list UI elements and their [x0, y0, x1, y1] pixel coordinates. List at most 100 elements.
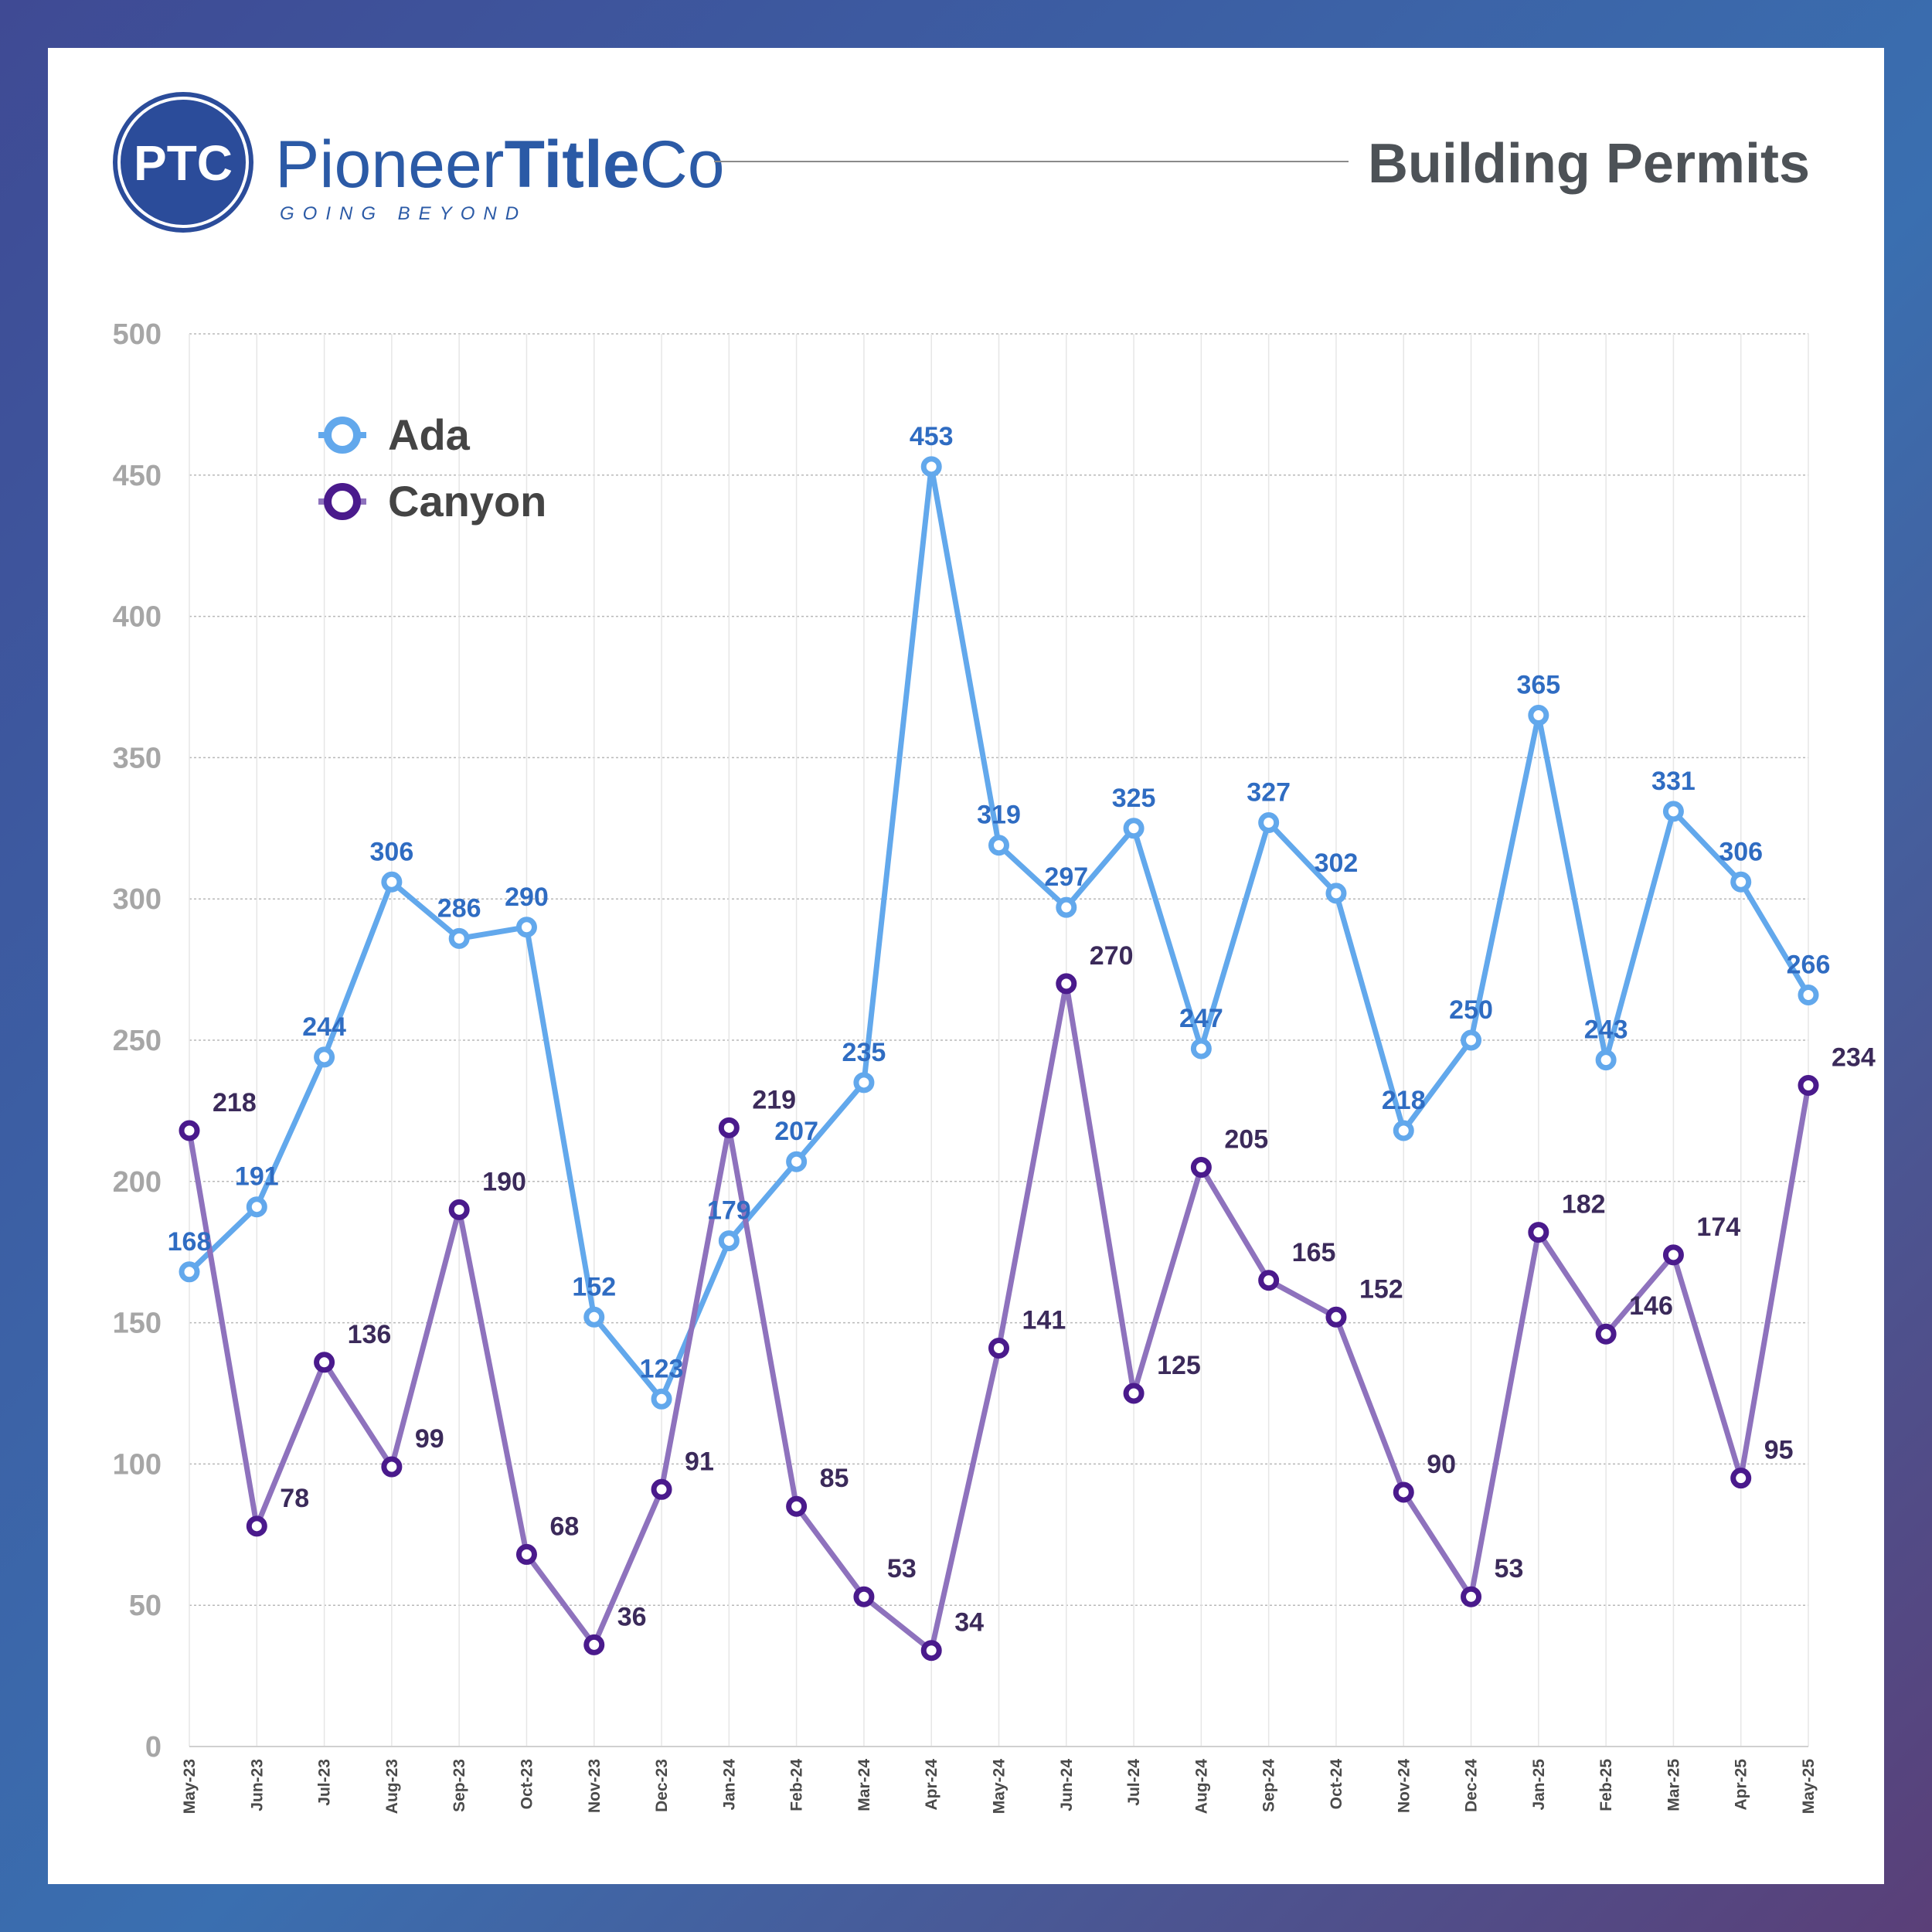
data-label-canyon: 99: [415, 1424, 444, 1454]
data-point-ada[interactable]: [718, 1230, 740, 1252]
data-point-ada[interactable]: [246, 1196, 267, 1218]
x-tick-label: May-25: [1800, 1759, 1818, 1815]
data-point-ada[interactable]: [1325, 883, 1347, 904]
data-point-ada[interactable]: [786, 1151, 808, 1172]
x-tick-label: Apr-25: [1733, 1759, 1750, 1811]
data-label-ada: 207: [774, 1117, 818, 1146]
data-point-canyon[interactable]: [1798, 1074, 1819, 1096]
data-label-ada: 152: [572, 1272, 616, 1301]
data-point-ada[interactable]: [314, 1046, 335, 1068]
data-label-canyon: 205: [1224, 1125, 1268, 1155]
data-point-canyon[interactable]: [583, 1634, 605, 1655]
data-point-ada[interactable]: [988, 835, 1009, 856]
data-point-canyon[interactable]: [515, 1543, 537, 1565]
data-point-canyon[interactable]: [718, 1117, 740, 1138]
company-logo: PTC PioneerTitleCo GOING BEYOND: [113, 92, 725, 233]
y-tick-label: 200: [113, 1166, 162, 1199]
data-label-ada: 243: [1584, 1015, 1628, 1045]
data-point-canyon[interactable]: [853, 1586, 875, 1607]
x-tick-label: Sep-23: [451, 1759, 468, 1812]
legend-item-ada[interactable]: Ada: [318, 410, 471, 459]
data-point-ada[interactable]: [1595, 1049, 1617, 1071]
data-label-ada: 247: [1179, 1004, 1223, 1033]
x-tick-label: Aug-23: [383, 1759, 401, 1814]
series-layer: [179, 456, 1819, 1662]
data-point-ada[interactable]: [1393, 1120, 1414, 1141]
data-point-ada[interactable]: [1123, 818, 1145, 839]
data-label-canyon: 53: [1495, 1554, 1524, 1583]
data-point-ada[interactable]: [1798, 985, 1819, 1006]
x-tick-label: Jun-23: [248, 1759, 266, 1811]
x-tick-label: Dec-23: [653, 1759, 671, 1812]
data-label-canyon: 91: [685, 1447, 714, 1476]
data-point-canyon[interactable]: [1325, 1306, 1347, 1328]
data-label-canyon: 219: [752, 1085, 796, 1114]
data-point-ada[interactable]: [1461, 1029, 1482, 1051]
x-tick-label: Dec-24: [1463, 1759, 1481, 1812]
data-label-canyon: 36: [617, 1602, 647, 1631]
data-point-ada[interactable]: [179, 1261, 200, 1283]
logo-circle-ring: [117, 97, 249, 228]
data-point-canyon[interactable]: [651, 1478, 672, 1500]
data-point-canyon[interactable]: [1528, 1222, 1549, 1243]
data-point-ada[interactable]: [651, 1388, 672, 1410]
data-point-ada[interactable]: [1190, 1038, 1212, 1060]
data-label-ada: 168: [168, 1227, 212, 1257]
x-tick-label: Jan-24: [720, 1759, 738, 1811]
y-tick-label: 500: [113, 318, 162, 351]
data-point-ada[interactable]: [1258, 811, 1280, 833]
data-point-ada[interactable]: [381, 871, 403, 893]
data-label-canyon: 234: [1832, 1043, 1876, 1072]
legend-marker-canyon: [324, 483, 361, 520]
data-point-canyon[interactable]: [381, 1456, 403, 1478]
data-label-canyon: 53: [887, 1554, 917, 1583]
legend-item-canyon[interactable]: Canyon: [318, 477, 546, 526]
logo-monogram: PTC: [134, 135, 233, 191]
data-point-canyon[interactable]: [988, 1338, 1009, 1359]
x-tick-label: Feb-25: [1597, 1759, 1615, 1811]
y-tick-label: 0: [145, 1731, 162, 1764]
data-point-canyon[interactable]: [179, 1120, 200, 1141]
data-label-ada: 302: [1315, 849, 1359, 878]
data-point-canyon[interactable]: [1662, 1244, 1684, 1266]
data-label-canyon: 270: [1090, 941, 1134, 971]
data-point-canyon[interactable]: [1461, 1586, 1482, 1607]
data-point-ada[interactable]: [448, 927, 470, 949]
data-point-canyon[interactable]: [1595, 1323, 1617, 1345]
data-point-canyon[interactable]: [246, 1515, 267, 1537]
data-label-canyon: 136: [348, 1320, 392, 1349]
data-label-ada: 331: [1651, 767, 1696, 796]
data-point-canyon[interactable]: [786, 1495, 808, 1517]
data-point-canyon[interactable]: [1258, 1270, 1280, 1291]
data-label-ada: 319: [977, 801, 1021, 830]
x-tick-label: May-24: [991, 1759, 1009, 1815]
data-point-ada[interactable]: [1730, 871, 1752, 893]
data-point-ada[interactable]: [1662, 801, 1684, 822]
data-label-canyon: 182: [1562, 1190, 1606, 1219]
legend-marker-ada: [324, 417, 361, 454]
data-point-ada[interactable]: [583, 1306, 605, 1328]
data-label-ada: 123: [640, 1354, 684, 1383]
y-axis: 0 50 100 150 200 250 300 350 400 450 500: [113, 318, 162, 1764]
data-label-canyon: 68: [549, 1512, 579, 1541]
data-point-canyon[interactable]: [920, 1640, 942, 1662]
data-point-ada[interactable]: [1056, 896, 1077, 918]
data-point-ada[interactable]: [515, 917, 537, 938]
data-point-canyon[interactable]: [448, 1199, 470, 1220]
data-point-canyon[interactable]: [1190, 1157, 1212, 1179]
data-point-ada[interactable]: [1528, 705, 1549, 726]
data-point-canyon[interactable]: [314, 1352, 335, 1373]
data-point-ada[interactable]: [920, 456, 942, 478]
data-point-canyon[interactable]: [1123, 1383, 1145, 1404]
y-tick-label: 100: [113, 1448, 162, 1481]
data-label-canyon: 90: [1427, 1450, 1456, 1479]
data-point-canyon[interactable]: [1730, 1468, 1752, 1489]
x-tick-label: Jun-24: [1058, 1759, 1076, 1811]
x-tick-label: Jul-23: [316, 1759, 334, 1806]
data-point-ada[interactable]: [853, 1072, 875, 1094]
chart-title: Building Permits: [1368, 133, 1810, 195]
data-labels: 168 191 244 306 286 290 152 123 179 207 235 453 319 2…: [168, 422, 1876, 1638]
data-point-canyon[interactable]: [1393, 1481, 1414, 1503]
data-point-canyon[interactable]: [1056, 973, 1077, 995]
y-tick-label: 150: [113, 1308, 162, 1340]
